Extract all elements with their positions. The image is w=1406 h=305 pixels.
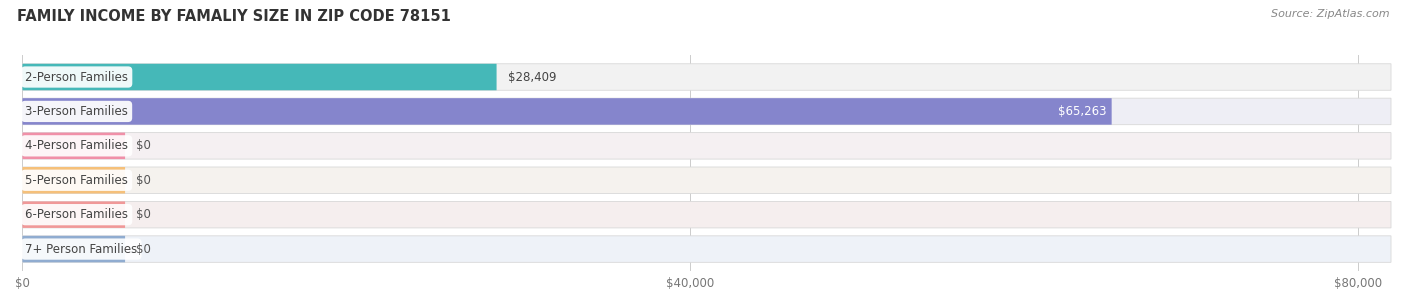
Text: 4-Person Families: 4-Person Families [25, 139, 128, 152]
FancyBboxPatch shape [22, 133, 1391, 159]
FancyBboxPatch shape [22, 98, 1112, 125]
Text: FAMILY INCOME BY FAMALIY SIZE IN ZIP CODE 78151: FAMILY INCOME BY FAMALIY SIZE IN ZIP COD… [17, 9, 451, 24]
FancyBboxPatch shape [22, 64, 1391, 90]
Text: 7+ Person Families: 7+ Person Families [25, 242, 138, 256]
FancyBboxPatch shape [22, 167, 1391, 193]
Text: 5-Person Families: 5-Person Families [25, 174, 128, 187]
Text: 3-Person Families: 3-Person Families [25, 105, 128, 118]
Text: Source: ZipAtlas.com: Source: ZipAtlas.com [1271, 9, 1389, 19]
Text: 6-Person Families: 6-Person Families [25, 208, 128, 221]
FancyBboxPatch shape [22, 201, 1391, 228]
Text: $0: $0 [136, 208, 150, 221]
Text: $0: $0 [136, 242, 150, 256]
Text: $28,409: $28,409 [508, 70, 555, 84]
Text: $0: $0 [136, 139, 150, 152]
FancyBboxPatch shape [22, 167, 125, 193]
FancyBboxPatch shape [22, 236, 1391, 262]
FancyBboxPatch shape [22, 98, 1391, 125]
Text: $0: $0 [136, 174, 150, 187]
FancyBboxPatch shape [22, 236, 125, 262]
FancyBboxPatch shape [22, 201, 125, 228]
Text: $65,263: $65,263 [1057, 105, 1107, 118]
FancyBboxPatch shape [22, 133, 125, 159]
Text: 2-Person Families: 2-Person Families [25, 70, 128, 84]
FancyBboxPatch shape [22, 64, 496, 90]
